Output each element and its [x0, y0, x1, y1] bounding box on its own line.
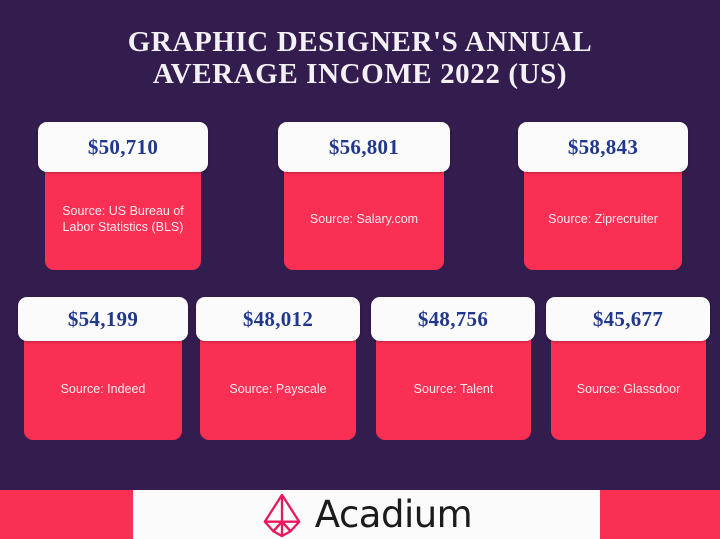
salary-card-body: Source: Ziprecruiter [524, 168, 682, 270]
salary-card-body: Source: US Bureau of Labor Statistics (B… [45, 168, 201, 270]
salary-card-body: Source: Salary.com [284, 168, 444, 270]
salary-source-label: Source: Glassdoor [576, 382, 681, 396]
salary-card-indeed: $54,199 Source: Indeed [18, 297, 188, 440]
salary-amount: $48,012 [242, 306, 314, 331]
page-title: Graphic Designer's Annual Average Income… [0, 26, 720, 90]
salary-card-header: $45,677 [546, 297, 710, 341]
salary-card-body: Source: Payscale [200, 338, 356, 440]
salary-card-payscale: $48,012 Source: Payscale [196, 297, 360, 440]
salary-card-bls: $50,710 Source: US Bureau of Labor Stati… [38, 122, 208, 270]
salary-card-header: $50,710 [38, 122, 208, 172]
salary-source-label: Source: Indeed [60, 382, 146, 396]
footer-brand-area: Acadium [133, 490, 600, 539]
title-line-2: Average Income 2022 (US) [152, 58, 568, 90]
salary-card-talent: $48,756 Source: Talent [371, 297, 535, 440]
brand-name-label: Acadium [314, 493, 473, 536]
salary-source-label: Source: Payscale [229, 382, 327, 396]
salary-card-body: Source: Indeed [24, 338, 182, 440]
salary-amount: $58,843 [567, 134, 639, 159]
salary-source-label: Source: Talent [413, 382, 494, 396]
salary-card-glassdoor: $45,677 Source: Glassdoor [546, 297, 710, 440]
acadium-diamond-logo-icon [263, 493, 301, 537]
salary-card-body: Source: Talent [376, 338, 531, 440]
title-line-1: Graphic Designer's Annual [127, 26, 593, 58]
salary-card-header: $48,012 [196, 297, 360, 341]
salary-amount: $56,801 [328, 134, 400, 159]
salary-source-label: Source: Salary.com [309, 212, 419, 226]
salary-source-label: Source: US Bureau of Labor Statistics (B… [62, 204, 184, 234]
footer-bar: Acadium [0, 490, 720, 539]
salary-card-ziprecruiter: $58,843 Source: Ziprecruiter [518, 122, 688, 270]
salary-amount: $45,677 [592, 306, 664, 331]
salary-card-salarycom: $56,801 Source: Salary.com [278, 122, 450, 270]
salary-amount: $50,710 [87, 134, 159, 159]
salary-card-header: $54,199 [18, 297, 188, 341]
salary-card-header: $56,801 [278, 122, 450, 172]
salary-source-label: Source: Ziprecruiter [548, 212, 658, 226]
salary-amount: $48,756 [417, 306, 489, 331]
salary-card-header: $58,843 [518, 122, 688, 172]
salary-card-body: Source: Glassdoor [551, 338, 706, 440]
salary-card-header: $48,756 [371, 297, 535, 341]
salary-amount: $54,199 [67, 306, 139, 331]
